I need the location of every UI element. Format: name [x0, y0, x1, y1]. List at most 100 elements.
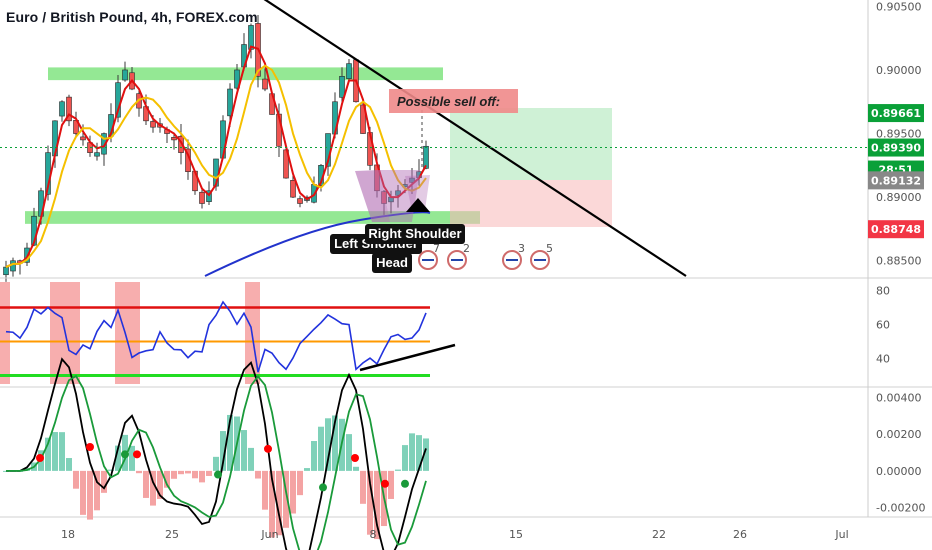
macd-histogram-bar — [388, 470, 394, 499]
candle-body — [290, 180, 296, 198]
time-tick-label: 25 — [165, 528, 179, 541]
price-tag — [868, 138, 924, 157]
price-tag — [868, 220, 924, 239]
macd-histogram-bar — [150, 470, 156, 506]
macd-cross-dot — [319, 483, 327, 492]
downtrend-line — [263, 0, 687, 277]
rsi-tick-label: 60 — [876, 319, 890, 332]
macd-histogram-bar — [206, 470, 212, 476]
head-bubble — [372, 253, 412, 273]
take-profit-box — [450, 108, 612, 180]
rsi-highlight — [115, 282, 140, 384]
macd-histogram-bar — [80, 470, 86, 515]
right-shoulder-bubble — [365, 224, 465, 244]
event-number: 3 — [518, 242, 525, 255]
candle-body — [395, 190, 401, 196]
time-tick-label: Jul — [834, 528, 848, 541]
candle-body — [101, 133, 107, 155]
candle-body — [178, 135, 184, 153]
macd-histogram-bar — [241, 430, 247, 471]
macd-histogram-bar — [353, 466, 359, 471]
price-tag-label: 0.89132 — [871, 174, 921, 187]
macd-cross-dot — [86, 442, 94, 451]
chart-title: Euro / British Pound, 4h, FOREX.com — [6, 9, 258, 25]
candle-body — [262, 78, 268, 90]
time-tick-label: Jun — [260, 528, 278, 541]
rsi-line — [5, 300, 427, 373]
left-shoulder-shape — [355, 170, 390, 222]
macd-cross-dot — [401, 479, 409, 488]
macd-cross-dot — [214, 470, 222, 479]
fast-ma-line — [5, 45, 427, 269]
macd-line — [6, 374, 427, 550]
macd-histogram-bar — [325, 418, 331, 471]
event-number: 2 — [463, 242, 470, 255]
long-ma-line — [204, 211, 431, 277]
macd-histogram-bar — [129, 445, 135, 471]
macd-histogram-bar — [87, 470, 93, 520]
macd-histogram-bar — [395, 469, 401, 471]
axes: 0.90500 0.90000 0.89500 0.89000 0.88500 0.896… — [61, 0, 925, 541]
macd-tick-label: 0.00400 — [876, 391, 922, 404]
position-boxes — [450, 108, 612, 227]
macd-cross-dot — [351, 454, 359, 463]
candle-body — [171, 136, 177, 141]
macd-histogram-bar — [304, 468, 310, 471]
macd-cross-dot — [264, 444, 272, 453]
candle-body — [360, 104, 366, 134]
time-tick-label: 22 — [652, 528, 666, 541]
candle-body — [297, 198, 303, 204]
candle-body — [122, 69, 128, 81]
macd-histogram-bar — [423, 438, 429, 471]
macd-histogram-bar — [220, 431, 226, 471]
candle-body — [339, 76, 345, 98]
macd-tick-label: 0.00200 — [876, 428, 922, 441]
price-tag-label: 0.89661 — [871, 107, 921, 120]
macd-histogram-bar — [255, 470, 261, 479]
head-label: Head — [376, 255, 408, 270]
macd-histogram-bar — [332, 415, 338, 471]
macd-histogram-bar — [311, 441, 317, 471]
price-tick-label: 0.88500 — [876, 255, 922, 268]
right-shoulder-shape — [405, 175, 430, 212]
macd-histogram-bar — [52, 432, 58, 471]
candle-body — [80, 136, 86, 141]
macd-histogram-bar — [185, 470, 191, 474]
macd-histogram-bar — [192, 470, 198, 479]
macd-signal-line — [6, 357, 427, 550]
macd-tick-label: 0.00000 — [876, 465, 922, 478]
macd-histogram-bar — [164, 470, 170, 488]
candle-body — [423, 145, 429, 169]
candle-body — [3, 266, 9, 276]
price-tag — [868, 104, 924, 123]
macd-histogram-bar — [73, 470, 79, 489]
stop-loss-box — [450, 180, 612, 227]
price-tick-label: 0.90000 — [876, 64, 922, 77]
macd-histogram-bar — [199, 470, 205, 483]
time-tick-label: 26 — [733, 528, 747, 541]
macd-histogram-bar — [346, 434, 352, 471]
candle-body — [66, 96, 72, 122]
macd-histogram-bar — [115, 445, 121, 471]
rsi-tick-label: 40 — [876, 353, 890, 366]
sell-off-label: Possible sell off: — [397, 94, 500, 109]
candle-body — [150, 121, 156, 128]
moving-averages — [5, 45, 431, 277]
macd-cross-dot — [121, 450, 129, 459]
macd-histogram-bar — [108, 469, 114, 471]
macd-histogram-bar — [416, 435, 422, 471]
candle-body — [409, 177, 415, 183]
macd-histogram-bar — [136, 470, 142, 474]
candle-body — [10, 260, 16, 272]
macd-histogram-bar — [402, 445, 408, 471]
candle-body — [346, 63, 352, 79]
macd-histogram-bar — [66, 458, 72, 471]
indicator-panes — [0, 277, 932, 550]
macd-histogram-bar — [101, 470, 107, 493]
macd-histogram-bar — [360, 470, 366, 504]
rsi-tick-label: 80 — [876, 285, 890, 298]
rsi-highlight — [0, 282, 10, 384]
candle-body — [199, 191, 205, 204]
sell-off-box — [389, 89, 518, 113]
